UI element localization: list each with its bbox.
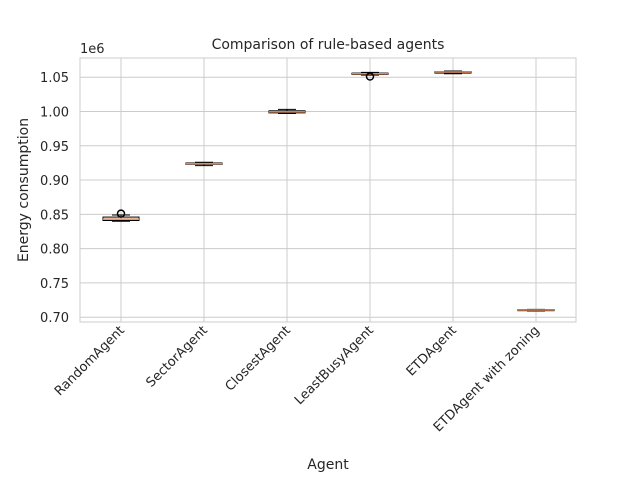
box-sectoragent bbox=[185, 161, 223, 167]
y-tick-label: 0.75 bbox=[40, 277, 69, 292]
x-tick-label: RandomAgent bbox=[52, 323, 128, 399]
x-tick-label: ClosestAgent bbox=[223, 323, 294, 394]
box-leastbusyagent bbox=[351, 71, 389, 81]
x-tick-label: SectorAgent bbox=[143, 323, 210, 390]
x-tick-labels: RandomAgent SectorAgent ClosestAgentLeastB… bbox=[52, 323, 543, 435]
y-axis-label: Energy consumption bbox=[16, 118, 32, 262]
box-etdagent bbox=[434, 70, 472, 75]
y-gridlines bbox=[80, 76, 576, 318]
y-tick-label: 1.05 bbox=[40, 71, 69, 86]
y-tick-labels: 0.70 0.75 0.80 0.85 0.90 0.95 1.00 1.05 bbox=[40, 71, 69, 326]
box-randomagent bbox=[102, 209, 140, 222]
plot-area bbox=[80, 58, 576, 322]
box-etdagent-with-zoning bbox=[517, 308, 555, 312]
y-tick-label: 1.00 bbox=[40, 105, 69, 120]
box-closestagent bbox=[268, 108, 306, 115]
y-tick-label: 0.95 bbox=[40, 140, 69, 155]
x-tick-label: ETDAgent bbox=[404, 323, 460, 379]
x-axis-label: Agent bbox=[307, 457, 349, 473]
boxes-layer bbox=[102, 70, 555, 312]
plot-frame bbox=[79, 57, 577, 323]
chart-title: Comparison of rule-based agents bbox=[212, 37, 445, 53]
y-tick-label: 0.85 bbox=[40, 208, 69, 223]
y-tick-label: 0.80 bbox=[40, 243, 69, 258]
x-gridlines bbox=[120, 58, 537, 322]
y-offset-label: 1e6 bbox=[80, 42, 105, 57]
x-tick-label: LeastBusyAgent bbox=[292, 323, 377, 408]
outlier-point bbox=[365, 72, 375, 81]
y-tick-label: 0.70 bbox=[40, 311, 69, 326]
outlier-point bbox=[116, 209, 126, 218]
y-tick-label: 0.90 bbox=[40, 174, 69, 189]
